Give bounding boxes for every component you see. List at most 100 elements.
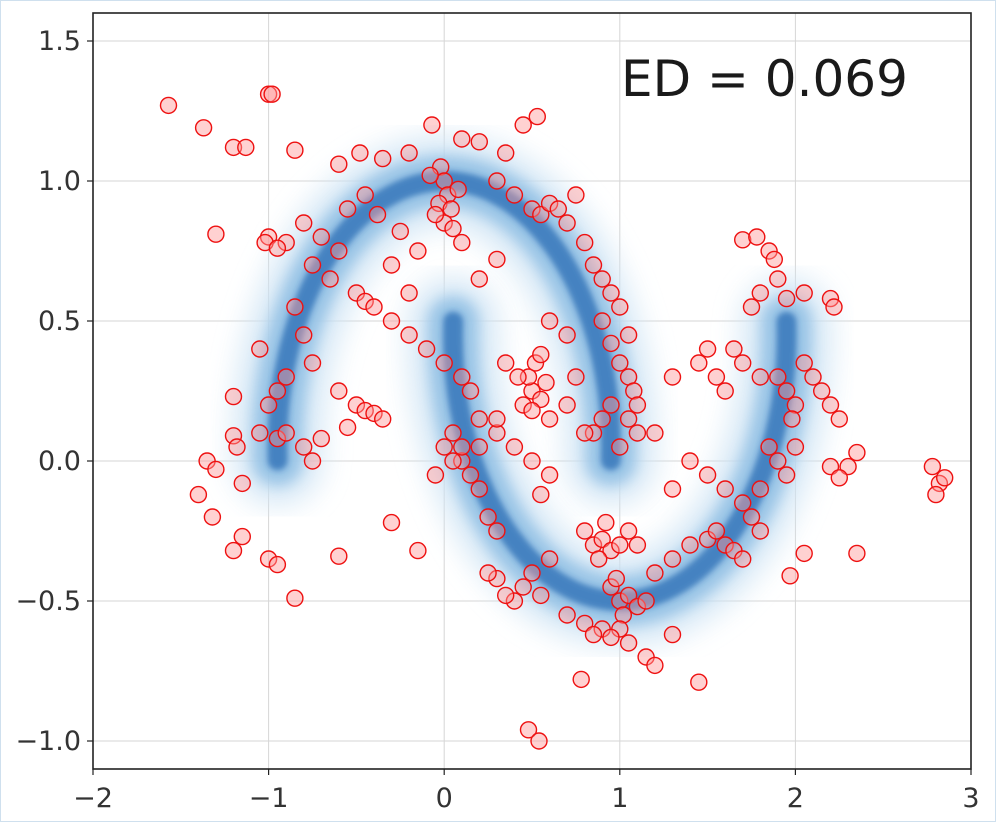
scatter-point	[391, 222, 409, 241]
scatter-point	[584, 424, 603, 442]
scatter-point	[453, 130, 471, 148]
density-contours	[232, 135, 832, 647]
y-tick-label: −0.5	[15, 586, 81, 617]
scatter-point	[540, 466, 559, 484]
scatter-point	[783, 410, 801, 428]
scatter-point	[821, 396, 840, 414]
scatter-point	[777, 289, 796, 308]
scatter-point	[765, 250, 783, 269]
scatter-point	[593, 410, 611, 428]
scatter-point	[453, 438, 471, 456]
y-axis-ticks: −1.0 −0.5 0.0 0.5 1.0 1.5	[15, 26, 93, 757]
y-tick-label: 1.0	[38, 166, 81, 197]
scatter-point	[540, 550, 559, 568]
scatter-point	[619, 522, 638, 540]
scatter-point	[347, 396, 366, 414]
scatter-point	[444, 219, 462, 238]
scatter-point	[382, 513, 401, 532]
scatter-point	[628, 396, 647, 414]
scatter-point	[286, 298, 304, 316]
x-tick-label: −1	[249, 783, 289, 814]
scatter-point	[423, 116, 441, 134]
y-tick-label: −1.0	[15, 726, 81, 757]
scatter-point	[602, 578, 620, 596]
scatter-point	[532, 485, 550, 504]
scatter-point	[224, 387, 243, 406]
scatter-point	[479, 564, 497, 582]
scatter-point	[523, 200, 541, 218]
scatter-point	[716, 480, 734, 498]
scatter-point	[356, 186, 374, 204]
scatter-point	[637, 592, 655, 610]
scatter-point	[646, 564, 664, 582]
scatter-point	[312, 429, 330, 448]
scatter-point	[602, 334, 620, 353]
scatter-point	[742, 508, 761, 526]
scatter-point	[936, 469, 954, 487]
scatter-point	[453, 233, 471, 252]
scatter-point	[576, 522, 594, 540]
scatter-point	[927, 485, 945, 504]
scatter-point	[576, 233, 594, 252]
scatter-point	[444, 452, 462, 470]
ed-annotation: ED = 0.069	[621, 50, 908, 108]
x-axis-ticks: −2 −1 0 1 2 3	[73, 769, 980, 814]
scatter-point	[611, 354, 629, 372]
scatter-point	[505, 186, 524, 204]
scatter-point	[760, 438, 778, 456]
scatter-point	[549, 200, 567, 218]
scatter-point	[509, 368, 527, 386]
scatter-point	[698, 340, 717, 358]
scatter-point	[409, 541, 427, 560]
scatter-point	[716, 536, 734, 554]
scatter-point	[368, 205, 387, 224]
scatter-point	[277, 424, 295, 442]
scatter-point	[611, 592, 629, 610]
scatter-point	[602, 284, 620, 302]
scatter-point	[602, 396, 620, 414]
scatter-point	[707, 522, 726, 540]
scatter-point	[488, 410, 506, 428]
scatter-point	[330, 242, 348, 260]
scatter-point	[537, 373, 555, 392]
scatter-point	[497, 354, 515, 372]
axes-frame	[92, 12, 972, 770]
scatter-point	[663, 625, 682, 644]
scatter-point	[540, 410, 559, 428]
scatter-point	[268, 429, 287, 448]
scatter-point	[848, 443, 866, 462]
scatter-point	[295, 214, 313, 232]
x-tick-label: 1	[611, 783, 628, 814]
scatter-point	[923, 457, 942, 476]
scatter-point	[435, 438, 453, 456]
scatter-point	[519, 721, 538, 739]
scatter-point	[646, 656, 664, 675]
scatter-point	[435, 354, 453, 372]
scatter-point	[681, 536, 699, 554]
scatter-point	[374, 410, 392, 428]
scatter-point	[470, 270, 488, 288]
scatter-point	[453, 368, 471, 386]
scatter-point	[786, 396, 805, 414]
y-tick-label: 1.5	[38, 26, 81, 57]
density-upper-moon-core	[267, 170, 622, 471]
scatter-point	[207, 225, 225, 243]
scatter-point	[540, 194, 559, 213]
scatter-point	[417, 340, 436, 358]
scatter-point	[526, 354, 545, 372]
scatter-point	[277, 233, 295, 252]
scatter-point	[259, 550, 278, 568]
scatter-point	[488, 522, 506, 540]
scatter-point	[567, 368, 585, 386]
scatter-point	[351, 144, 369, 162]
scatter-point	[365, 404, 383, 423]
scatter-point	[514, 578, 532, 596]
data-points	[159, 85, 954, 750]
scatter-point	[628, 597, 647, 616]
scatter-point	[611, 438, 629, 456]
scatter-point	[523, 452, 541, 470]
scatter-point	[707, 368, 726, 386]
density-lower-moon-core	[442, 311, 797, 612]
scatter-point	[442, 200, 460, 218]
